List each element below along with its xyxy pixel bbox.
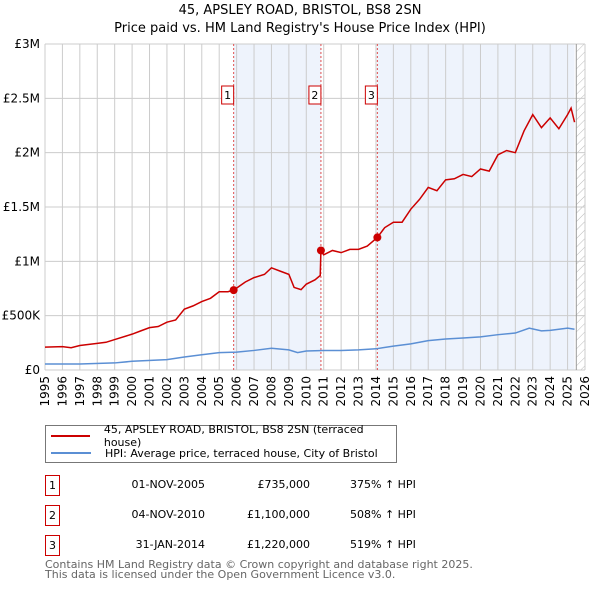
marker-box [221, 85, 235, 105]
transaction-hpi: 519% ↑ HPI [350, 538, 416, 551]
x-tick-label: 2008 [264, 376, 278, 407]
x-tick-label: 1995 [38, 376, 52, 407]
x-tick-label: 2026 [578, 376, 592, 407]
x-tick-label: 2009 [282, 376, 296, 407]
transaction-row: 3 31-JAN-2014 £1,220,000 519% ↑ HPI [45, 535, 445, 556]
x-tick-label: 2023 [526, 376, 540, 407]
x-tick-label: 2005 [212, 376, 226, 407]
transaction-row: 1 01-NOV-2005 £735,000 375% ↑ HPI [45, 475, 445, 496]
x-tick-label: 2021 [491, 376, 505, 407]
x-tick-label: 2010 [299, 376, 313, 407]
legend: 45, APSLEY ROAD, BRISTOL, BS8 2SN (terra… [45, 423, 397, 463]
x-tick-label: 2016 [404, 376, 418, 407]
legend-label: HPI: Average price, terraced house, City… [105, 446, 378, 460]
footer-copyright: Contains HM Land Registry data © Crown c… [45, 558, 473, 571]
y-tick-label: £0 [25, 363, 40, 377]
transaction-number: 2 [45, 505, 60, 526]
transaction-price: £1,100,000 [247, 508, 310, 521]
x-tick-label: 2004 [195, 376, 209, 407]
x-tick-label: 1998 [90, 376, 104, 407]
x-tick-label: 2003 [177, 376, 191, 407]
series-line [45, 327, 575, 365]
x-tick-label: 2019 [456, 376, 470, 407]
x-tick-label: 2002 [160, 376, 174, 407]
x-tick-label: 2011 [317, 376, 331, 407]
transaction-number: 3 [45, 535, 60, 556]
x-tick-label: 2012 [334, 376, 348, 407]
sale-point [229, 286, 238, 295]
marker-label: 1 [224, 89, 231, 102]
y-tick-label: £3M [14, 37, 40, 51]
marker-box [364, 85, 378, 105]
x-tick-label: 2014 [369, 376, 383, 407]
y-tick-label: £2.5M [3, 91, 40, 105]
x-tick-label: 2024 [543, 376, 557, 407]
legend-swatch [51, 452, 91, 454]
x-tick-label: 2001 [143, 376, 157, 407]
x-tick-label: 2000 [125, 376, 139, 407]
transaction-row: 2 04-NOV-2010 £1,100,000 508% ↑ HPI [45, 505, 445, 526]
x-tick-label: 2022 [508, 376, 522, 407]
x-tick-label: 2006 [230, 376, 244, 407]
marker-label: 3 [368, 89, 375, 102]
marker-box [308, 85, 322, 105]
x-tick-label: 2013 [352, 376, 366, 407]
x-tick-label: 2007 [247, 376, 261, 407]
x-tick-label: 2015 [386, 376, 400, 407]
y-tick-label: £1M [14, 254, 40, 268]
y-tick-label: £2M [14, 146, 40, 160]
y-tick-label: £1.5M [3, 200, 40, 214]
transaction-price: £1,220,000 [247, 538, 310, 551]
price-chart: 1995 1996 1997 1998 1999 2000 2001 2002 2003 2004… [2, 37, 592, 407]
transaction-date: 01-NOV-2005 [131, 478, 205, 491]
x-tick-label: 1996 [55, 376, 69, 407]
sale-point [373, 233, 382, 242]
x-tick-label: 2018 [439, 376, 453, 407]
transaction-date: 31-JAN-2014 [135, 538, 205, 551]
footer: Contains HM Land Registry data © Crown c… [45, 558, 473, 581]
transaction-date: 04-NOV-2010 [131, 508, 205, 521]
chart-title: 45, APSLEY ROAD, BRISTOL, BS8 2SN [178, 3, 422, 18]
x-tick-label: 2025 [561, 376, 575, 407]
x-tick-label: 1997 [73, 376, 87, 407]
transaction-number: 1 [45, 475, 60, 496]
chart-subtitle: Price paid vs. HM Land Registry's House … [114, 21, 486, 36]
x-tick-label: 2017 [421, 376, 435, 407]
y-tick-label: £500K [2, 309, 42, 323]
x-tick-label: 2020 [473, 376, 487, 407]
marker-label: 2 [311, 89, 318, 102]
sale-point [316, 246, 325, 255]
legend-item-hpi: HPI: Average price, terraced house, City… [46, 445, 378, 461]
x-tick-label: 1999 [108, 376, 122, 407]
footer-licence: This data is licensed under the Open Gov… [45, 568, 396, 581]
transaction-price: £735,000 [257, 478, 311, 491]
legend-swatch [51, 435, 90, 437]
transaction-hpi: 375% ↑ HPI [350, 478, 416, 491]
legend-item-property: 45, APSLEY ROAD, BRISTOL, BS8 2SN (terra… [46, 423, 396, 449]
legend-label: 45, APSLEY ROAD, BRISTOL, BS8 2SN (terra… [103, 423, 364, 449]
transaction-hpi: 508% ↑ HPI [350, 508, 416, 521]
